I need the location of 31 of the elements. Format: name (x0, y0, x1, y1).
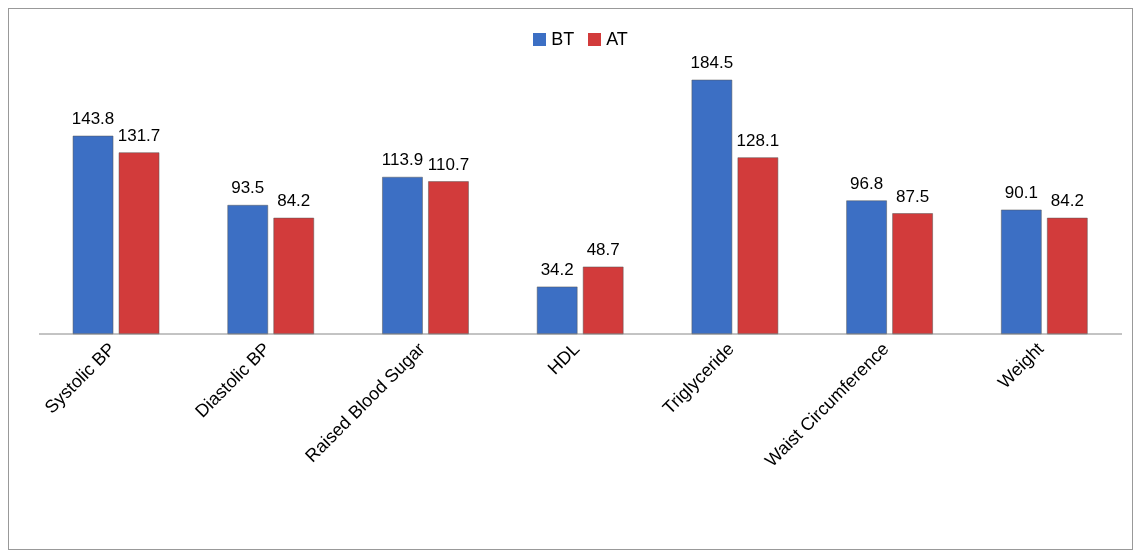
data-label: 128.1 (736, 130, 780, 150)
bar (582, 266, 624, 335)
bar (892, 213, 933, 335)
bar (1047, 217, 1088, 335)
bar (273, 217, 314, 335)
data-label: 34.2 (540, 259, 574, 279)
data-label: 184.5 (690, 53, 734, 72)
data-label: 110.7 (427, 154, 470, 174)
data-label: 84.2 (277, 191, 311, 211)
bar (428, 181, 469, 335)
data-label: 93.5 (231, 178, 265, 198)
data-label: 96.8 (850, 173, 884, 193)
data-label: 113.9 (381, 150, 424, 170)
data-label: 131.7 (117, 125, 161, 145)
bar (536, 286, 578, 335)
data-label: 143.8 (71, 109, 115, 129)
data-label: 84.2 (1050, 191, 1084, 211)
bar (737, 157, 779, 335)
legend-label: AT (605, 29, 628, 50)
data-label: 87.5 (896, 186, 930, 206)
x-tick-label: HDL (543, 338, 584, 379)
bar (1001, 209, 1042, 335)
bar (846, 200, 887, 335)
bar (72, 135, 114, 335)
bar (118, 152, 160, 335)
bar (382, 176, 423, 335)
legend-label: BT (550, 29, 575, 50)
data-label: 90.1 (1004, 182, 1038, 202)
bar (691, 79, 733, 335)
bar (227, 205, 268, 335)
data-label: 48.7 (586, 239, 620, 259)
